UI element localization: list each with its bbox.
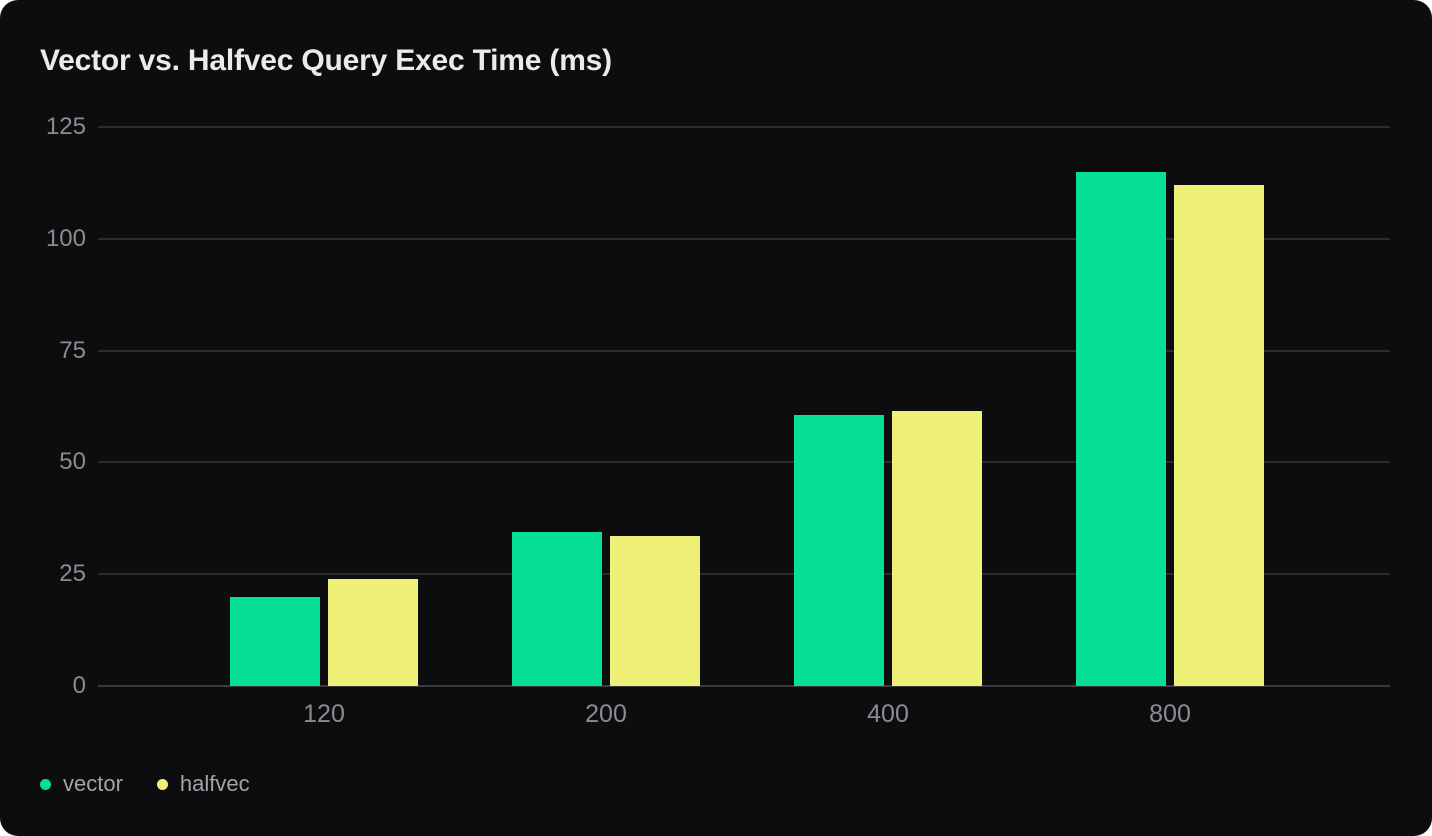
y-tick-label-100: 100 <box>45 224 86 252</box>
gridline-50 <box>98 461 1390 464</box>
x-tick-label-400: 400 <box>867 700 909 728</box>
legend-item-halfvec: halfvec <box>156 771 250 797</box>
bar-halfvec-200 <box>610 536 700 686</box>
gridline-100 <box>98 237 1390 240</box>
x-tick-label-800: 800 <box>1149 700 1191 728</box>
y-tick-label-0: 0 <box>72 672 86 699</box>
bar-vector-200 <box>512 531 602 686</box>
x-axis-line <box>98 685 1390 687</box>
bar-vector-800 <box>1076 171 1166 686</box>
legend-label-vector: vector <box>63 771 123 796</box>
x-tick-label-200: 200 <box>585 700 627 728</box>
y-tick-label-50: 50 <box>59 448 86 476</box>
halfvec-swatch-icon <box>156 778 168 790</box>
chart-title: Vector vs. Halfvec Query Exec Time (ms) <box>40 44 612 77</box>
x-tick-label-120: 120 <box>303 700 345 728</box>
gridline-125 <box>98 126 1390 128</box>
bar-halfvec-800 <box>1174 185 1264 686</box>
legend-label-halfvec: halfvec <box>179 771 250 796</box>
bar-halfvec-120 <box>328 578 418 686</box>
gridline-75 <box>98 349 1390 352</box>
gridline-25 <box>98 573 1390 576</box>
legend-item-vector: vector <box>40 771 123 797</box>
y-tick-label-75: 75 <box>59 336 86 364</box>
legend: vector halfvec <box>40 770 250 798</box>
bar-vector-400 <box>794 415 884 686</box>
vector-swatch-icon <box>40 778 51 790</box>
bar-vector-120 <box>230 596 320 686</box>
y-tick-label-25: 25 <box>59 560 86 588</box>
y-tick-label-125: 125 <box>45 113 86 140</box>
bar-halfvec-400 <box>892 410 982 686</box>
